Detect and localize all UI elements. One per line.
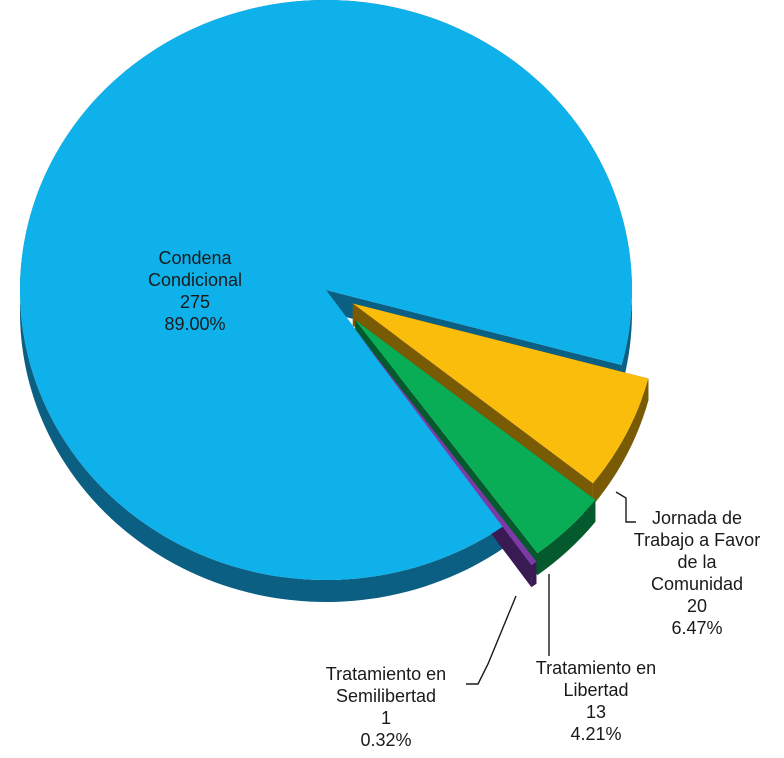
- leader-line-1: [615, 491, 636, 523]
- slice-side-2: [537, 499, 596, 576]
- slice-label-line: Condicional: [148, 270, 242, 290]
- slice-label-line: Comunidad: [651, 574, 743, 594]
- slice-label-line: 89.00%: [164, 314, 225, 334]
- slice-label-0: Condena Condicional 275 89.00%: [148, 248, 242, 334]
- slice-label-2: Tratamiento en Libertad 13 4.21%: [536, 658, 656, 744]
- slice-label-line: Tratamiento en: [536, 658, 656, 678]
- slice-label-line: Tratamiento en: [326, 664, 446, 684]
- slice-label-line: 20: [687, 596, 707, 616]
- slice-label-line: 275: [180, 292, 210, 312]
- pie-slice-2: [355, 320, 596, 554]
- slice-label-line: Libertad: [563, 680, 628, 700]
- slice-label-line: 1: [381, 708, 391, 728]
- slice-label-line: Trabajo a Favor: [634, 530, 760, 550]
- slice-label-1: Jornada de Trabajo a Favor de la Comunidad 2…: [634, 508, 760, 638]
- slice-labels: Condena Condicional 275 89.00%Jornada de Tra…: [148, 248, 760, 750]
- slice-label-line: 0.32%: [360, 730, 411, 750]
- slice-label-line: 4.21%: [570, 724, 621, 744]
- slice-label-line: Condena: [158, 248, 232, 268]
- pie-slice-3: [354, 328, 537, 566]
- slice-side-1: [592, 378, 649, 506]
- leader-lines: [466, 491, 636, 685]
- pie-slice-1: [352, 303, 649, 484]
- slice-label-line: Semilibertad: [336, 686, 436, 706]
- slice-label-3: Tratamiento en Semilibertad 1 0.32%: [326, 664, 446, 750]
- pie-slices: [20, 0, 649, 580]
- slice-label-line: 13: [586, 702, 606, 722]
- slice-label-line: de la: [677, 552, 717, 572]
- slice-label-line: Jornada de: [652, 508, 742, 528]
- slice-label-line: 6.47%: [671, 618, 722, 638]
- leader-line-3: [466, 595, 517, 685]
- pie-slice-0: [20, 0, 632, 580]
